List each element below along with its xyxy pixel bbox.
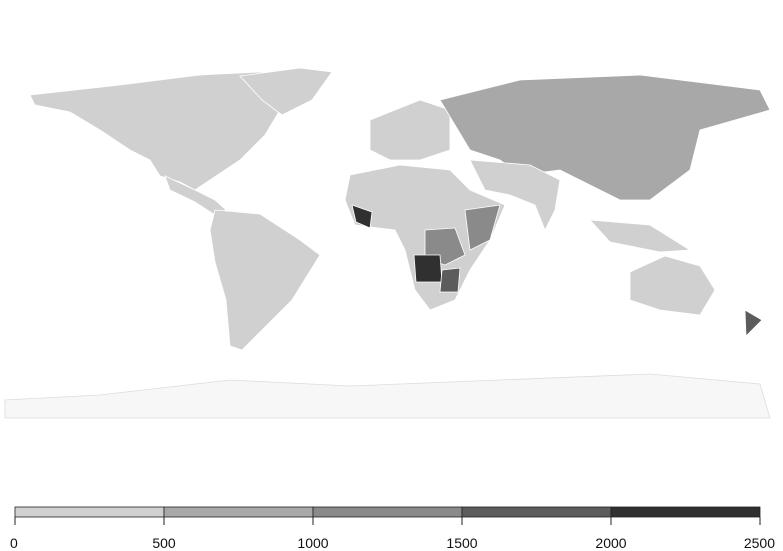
new-zealand <box>744 309 763 337</box>
southeast-asia <box>589 219 692 253</box>
world-map <box>4 67 771 419</box>
legend-swatch <box>610 506 761 518</box>
middle-east-india <box>469 159 561 231</box>
legend-tick-label: 0 <box>10 535 18 551</box>
south-america <box>209 209 321 351</box>
color-legend: 0 500 1000 1500 2000 2500 <box>10 506 775 551</box>
greenland <box>239 67 333 116</box>
europe <box>369 99 451 161</box>
legend-tick-label: 500 <box>152 535 176 551</box>
legend-swatch <box>14 506 165 518</box>
legend-tick-label: 2500 <box>744 535 775 551</box>
west-africa <box>351 204 373 229</box>
antarctica <box>4 373 771 419</box>
australia <box>629 255 716 316</box>
legend-swatch <box>461 506 612 518</box>
legend-tick-label: 1000 <box>297 535 328 551</box>
angola <box>413 254 443 283</box>
southern-africa <box>439 267 461 293</box>
legend-swatch <box>163 506 314 518</box>
legend-tick-label: 1500 <box>446 535 477 551</box>
north-america <box>29 71 301 191</box>
east-africa <box>464 204 501 251</box>
legend-tick-label: 2000 <box>595 535 626 551</box>
legend-swatch <box>312 506 463 518</box>
